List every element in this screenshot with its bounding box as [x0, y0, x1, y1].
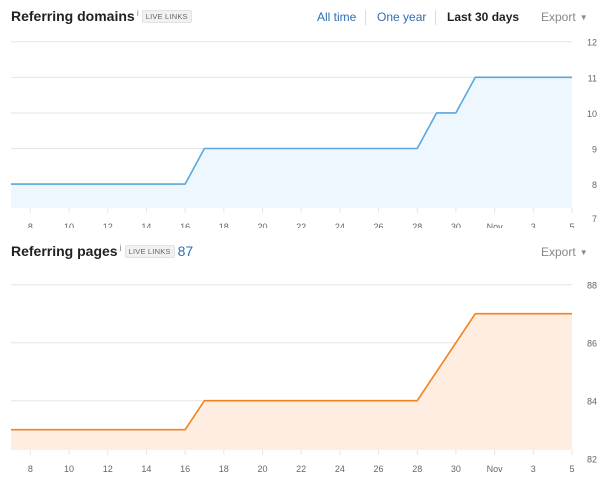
x-tick-label: 22	[296, 222, 306, 228]
x-tick-label: 20	[257, 222, 267, 228]
x-tick-label: 5	[569, 464, 574, 474]
y-tick-label: 84	[587, 397, 597, 407]
range-separator	[365, 10, 366, 25]
referring-pages-count: 87	[177, 243, 194, 259]
x-tick-label: 8	[28, 464, 33, 474]
series-area	[11, 77, 572, 208]
x-tick-label: 12	[103, 464, 113, 474]
x-tick-label: 18	[219, 222, 229, 228]
x-tick-label: 28	[412, 464, 422, 474]
y-tick-label: 88	[587, 281, 597, 291]
x-tick-label: 5	[569, 222, 574, 228]
series-line	[11, 312, 572, 431]
x-tick-label: Nov	[487, 222, 504, 228]
x-tick-label: 10	[64, 222, 74, 228]
x-tick-label: 3	[531, 222, 536, 228]
x-tick-label: 24	[335, 464, 345, 474]
range-last-30-days-link[interactable]: Last 30 days	[447, 10, 520, 24]
caret-down-icon: ▼	[579, 248, 588, 257]
x-tick-label: 26	[374, 222, 384, 228]
caret-down-icon: ▼	[579, 13, 588, 22]
export-button[interactable]: Export ▼	[541, 10, 588, 24]
x-tick-label: 3	[531, 464, 536, 474]
x-tick-label: 16	[180, 222, 190, 228]
referring-pages-header: Referring pages i LIVE LINKS 87 Export ▼	[11, 243, 591, 265]
y-tick-label: 86	[587, 339, 597, 349]
y-tick-label: 8	[592, 180, 597, 190]
x-tick-label: 16	[180, 464, 190, 474]
x-tick-label: Nov	[487, 464, 504, 474]
y-tick-label: 10	[587, 109, 597, 119]
x-tick-label: 28	[412, 222, 422, 228]
x-tick-label: 26	[374, 464, 384, 474]
y-tick-label: 82	[587, 455, 597, 465]
export-label: Export	[541, 245, 576, 259]
x-tick-label: 14	[141, 464, 151, 474]
referring-domains-title: Referring domains i LIVE LINKS	[11, 8, 192, 24]
x-tick-label: 10	[64, 464, 74, 474]
x-tick-label: 22	[296, 464, 306, 474]
y-tick-label: 11	[588, 73, 597, 83]
y-tick-label: 12	[587, 38, 597, 48]
referring-domains-header: Referring domains i LIVE LINKS All time On…	[11, 8, 591, 30]
export-button[interactable]: Export ▼	[541, 245, 588, 259]
y-tick-label: 7	[592, 214, 597, 224]
x-tick-label: 18	[219, 464, 229, 474]
x-tick-label: 20	[257, 464, 267, 474]
series-line	[11, 76, 572, 185]
referring-pages-title-text: Referring pages	[11, 243, 118, 259]
live-links-badge: LIVE LINKS	[141, 10, 192, 23]
x-tick-label: 30	[451, 464, 461, 474]
info-icon[interactable]: i	[136, 8, 139, 18]
range-one-year-link[interactable]: One year	[377, 10, 427, 24]
referring-pages-title: Referring pages i LIVE LINKS 87	[11, 243, 193, 259]
referring-domains-chart: 7 8 9 10 11 12 8 10 12 14 16 18 20 22 24 26 28 30 Nov 3 5	[11, 38, 597, 228]
x-tick-label: 14	[141, 222, 151, 228]
x-tick-label: 8	[28, 222, 33, 228]
x-tick-label: 24	[335, 222, 345, 228]
range-separator	[435, 10, 436, 25]
live-links-badge: LIVE LINKS	[124, 245, 175, 258]
range-all-time-link[interactable]: All time	[317, 10, 357, 24]
y-tick-label: 9	[592, 145, 597, 155]
x-tick-label: 30	[451, 222, 461, 228]
x-tick-label: 12	[103, 222, 113, 228]
series-area	[11, 313, 572, 450]
export-label: Export	[541, 10, 576, 24]
referring-domains-title-text: Referring domains	[11, 8, 135, 24]
info-icon[interactable]: i	[119, 243, 122, 253]
